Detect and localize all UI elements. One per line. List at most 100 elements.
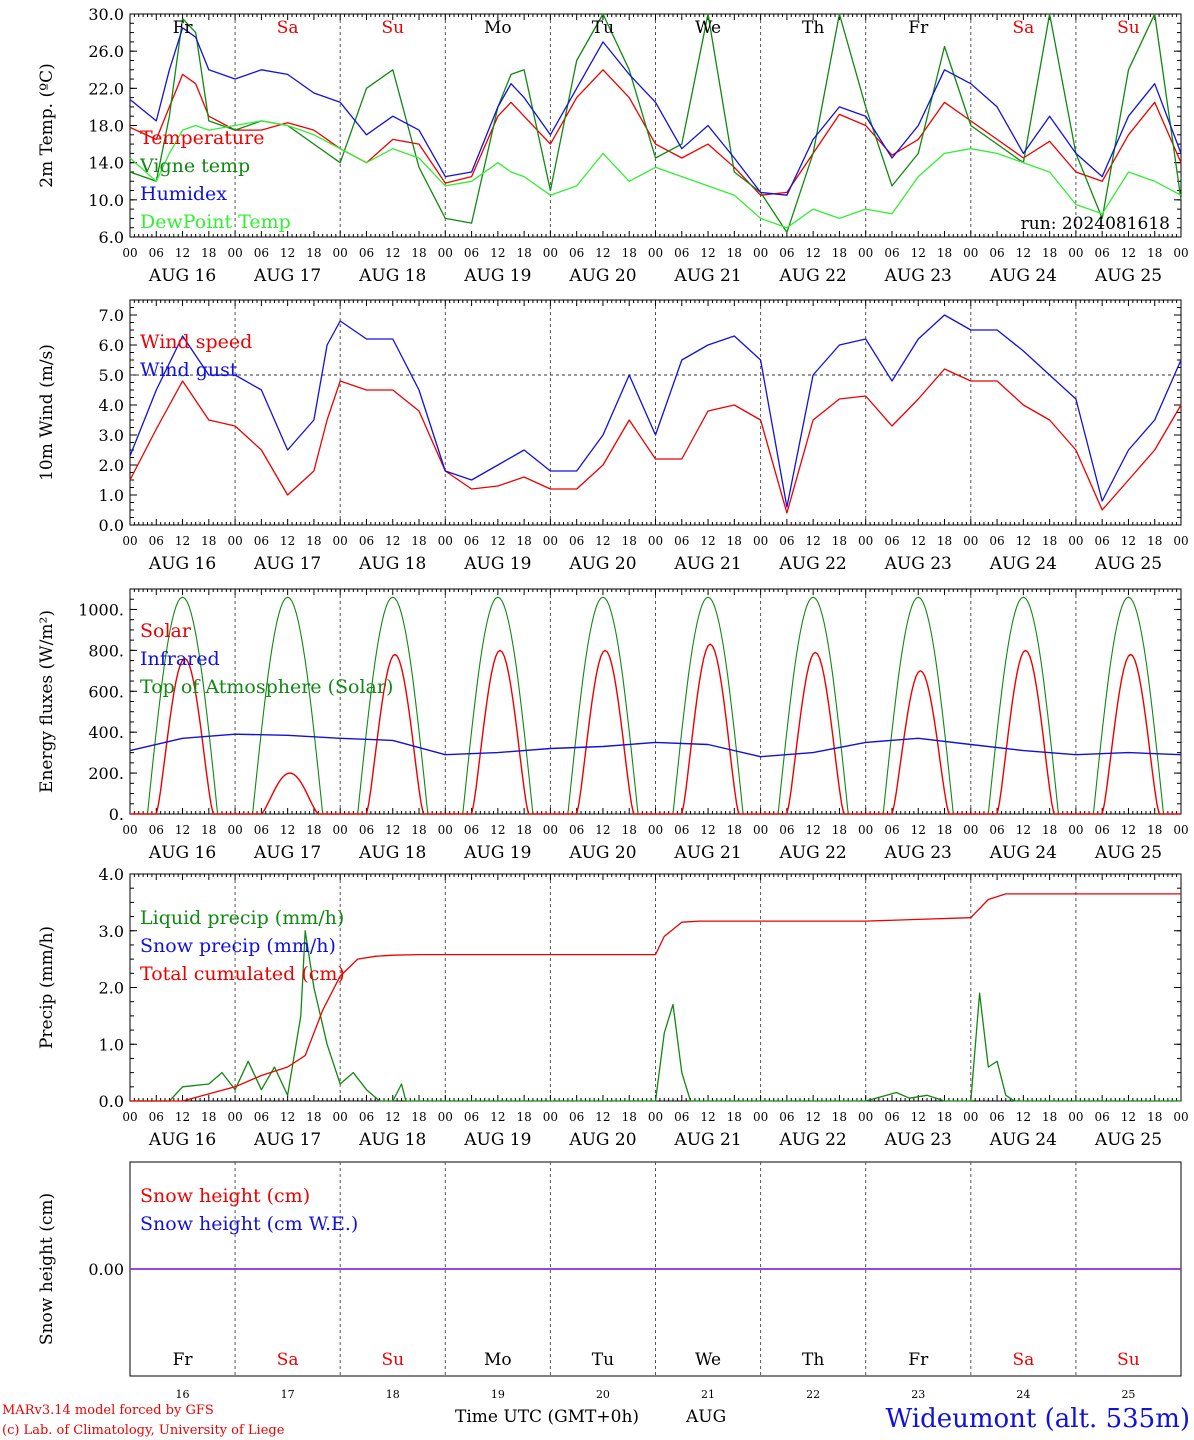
date-label: AUG 19: [463, 266, 531, 286]
hour-tick-label: 06: [464, 823, 479, 837]
hour-tick-label: 06: [569, 534, 584, 548]
hour-tick-label: 06: [1095, 246, 1110, 260]
run-label: run: 2024081618: [1021, 214, 1170, 234]
y-tick-label: 3.0: [99, 922, 124, 941]
station-title: Wideumont (alt. 535m): [886, 1404, 1190, 1434]
hour-tick-label: 12: [806, 1110, 821, 1124]
hour-tick-label: 06: [254, 534, 269, 548]
date-label: AUG 20: [568, 1130, 636, 1150]
hour-tick-label: 00: [438, 534, 453, 548]
toa-solar-line: [445, 596, 551, 815]
hour-tick-label: 06: [674, 534, 689, 548]
hour-tick-label: 12: [175, 823, 190, 837]
date-label: AUG 16: [148, 554, 216, 574]
day-number-label: 23: [911, 1388, 925, 1401]
hour-tick-label: 18: [1147, 534, 1162, 548]
day-number-label: 21: [701, 1388, 715, 1401]
hour-tick-label: 00: [648, 1110, 663, 1124]
series-line-wind-gust: [129, 314, 1182, 508]
legend-entry: DewPoint Temp: [140, 211, 291, 233]
hour-tick-label: 18: [1147, 1110, 1162, 1124]
hour-tick-label: 12: [1016, 534, 1031, 548]
series-line-liquid-precip-mm-h-: [130, 930, 1181, 1102]
hour-tick-label: 18: [622, 823, 637, 837]
y-axis-label: Precip (mm/h): [37, 926, 57, 1049]
hour-tick-label: 12: [700, 1110, 715, 1124]
hour-tick-label: 06: [254, 1110, 269, 1124]
hour-tick-label: 00: [1173, 534, 1188, 548]
hour-tick-label: 06: [569, 1110, 584, 1124]
hour-tick-label: 06: [359, 823, 374, 837]
hour-tick-label: 18: [937, 534, 952, 548]
hour-tick-label: 12: [1016, 246, 1031, 260]
footer-model-credit: MARv3.14 model forced by GFS: [2, 1403, 214, 1418]
hour-tick-label: 18: [727, 823, 742, 837]
date-label: AUG 23: [884, 266, 952, 286]
legend-entry: Temperature: [140, 127, 264, 149]
day-number-label: 24: [1016, 1388, 1030, 1401]
date-label: AUG 23: [884, 843, 952, 863]
hour-tick-label: 06: [569, 246, 584, 260]
date-label: AUG 17: [253, 266, 321, 286]
y-tick-label: 600.: [88, 682, 124, 701]
hour-tick-label: 12: [806, 534, 821, 548]
weekday-label: Tu: [592, 1350, 614, 1370]
date-label: AUG 19: [463, 843, 531, 863]
hour-tick-label: 18: [516, 246, 531, 260]
hour-tick-label: 06: [254, 246, 269, 260]
x-axis-month: AUG: [685, 1407, 726, 1427]
toa-solar-line: [1075, 596, 1181, 815]
hour-tick-label: 12: [385, 823, 400, 837]
date-label: AUG 17: [253, 843, 321, 863]
y-axis-label: Energy fluxes (W/m²): [37, 610, 57, 793]
hour-tick-label: 06: [884, 1110, 899, 1124]
solar-line: [865, 670, 971, 815]
hour-tick-label: 12: [280, 1110, 295, 1124]
weekday-label: Fr: [173, 18, 194, 38]
hour-tick-label: 00: [648, 246, 663, 260]
date-label: AUG 24: [989, 266, 1057, 286]
hour-tick-label: 12: [595, 534, 610, 548]
y-tick-label: 0.: [109, 805, 124, 824]
hour-tick-label: 00: [1173, 1110, 1188, 1124]
legend-entry: Snow height (cm): [140, 1185, 310, 1207]
y-tick-label: 1.0: [99, 486, 124, 505]
toa-solar-line: [550, 596, 656, 815]
legend-entry: Infrared: [140, 648, 220, 670]
y-tick-label: 2.0: [99, 979, 124, 998]
hour-tick-label: 12: [911, 1110, 926, 1124]
hour-tick-label: 00: [227, 823, 242, 837]
hour-tick-label: 18: [516, 534, 531, 548]
hour-tick-label: 00: [122, 534, 137, 548]
hour-tick-label: 18: [411, 823, 426, 837]
hour-tick-label: 12: [385, 1110, 400, 1124]
hour-tick-label: 06: [149, 534, 164, 548]
hour-tick-label: 00: [1173, 823, 1188, 837]
hour-tick-label: 00: [753, 823, 768, 837]
date-label: AUG 22: [779, 266, 847, 286]
hour-tick-label: 06: [989, 534, 1004, 548]
y-tick-label: 200.: [88, 764, 124, 783]
hour-tick-label: 12: [1121, 534, 1136, 548]
hour-tick-label: 00: [122, 1110, 137, 1124]
y-tick-label: 0.0: [99, 1092, 124, 1111]
hour-tick-label: 12: [490, 534, 505, 548]
day-number-label: 18: [386, 1388, 400, 1401]
day-number-label: 19: [491, 1388, 505, 1401]
solar-line: [130, 657, 236, 815]
hour-tick-label: 06: [884, 534, 899, 548]
weekday-label: Th: [802, 1350, 824, 1370]
y-tick-label: 30.0: [88, 5, 124, 24]
weekday-label: Sa: [1012, 1350, 1034, 1370]
hour-tick-label: 00: [1068, 823, 1083, 837]
hour-tick-label: 06: [779, 1110, 794, 1124]
y-tick-label: 4.0: [99, 396, 124, 415]
hour-tick-label: 12: [1121, 246, 1136, 260]
weekday-label: Mo: [484, 18, 512, 38]
hour-tick-label: 06: [464, 1110, 479, 1124]
hour-tick-label: 00: [227, 534, 242, 548]
date-label: AUG 18: [358, 554, 426, 574]
hour-tick-label: 06: [464, 246, 479, 260]
day-number-label: 22: [806, 1388, 820, 1401]
hour-tick-label: 18: [832, 1110, 847, 1124]
